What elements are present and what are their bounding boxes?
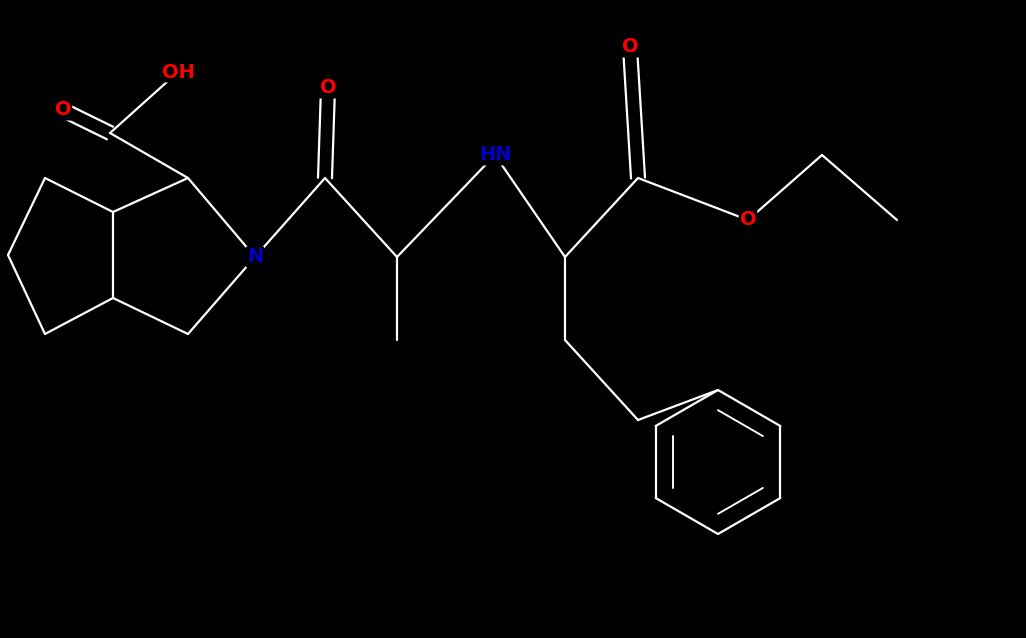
Text: HN: HN: [479, 145, 511, 165]
Text: OH: OH: [161, 63, 195, 82]
Text: O: O: [622, 38, 638, 57]
Text: N: N: [247, 248, 263, 267]
Text: O: O: [320, 78, 337, 98]
Text: O: O: [740, 211, 756, 230]
Text: O: O: [54, 101, 72, 119]
